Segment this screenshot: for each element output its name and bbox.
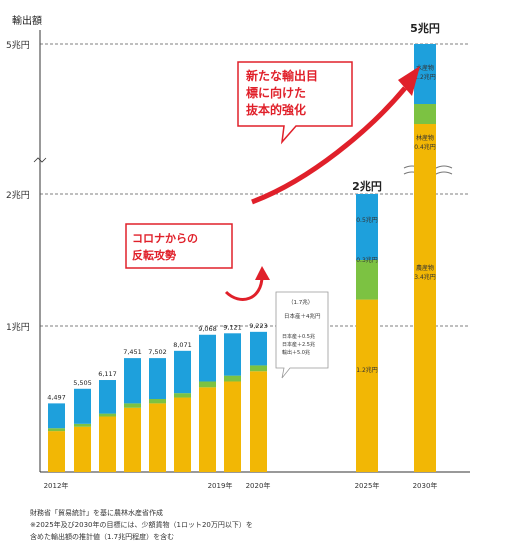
y-tick-label: 1兆円 [6, 322, 30, 333]
bar-segment [149, 399, 166, 404]
segment-value-2030: 3.4兆円 [414, 273, 436, 281]
y-axis-break-mark [33, 157, 47, 163]
y-tick-label: 2兆円 [6, 190, 30, 201]
bar-segment [48, 431, 65, 472]
callout-corona-line-2: 反転攻勢 [132, 248, 176, 262]
bar-segment [99, 413, 116, 417]
bar-segment [174, 393, 191, 398]
bar-value-label: 9,121 [223, 323, 242, 331]
bar-segment [74, 388, 91, 424]
x-tick-label: 2012年 [44, 481, 69, 490]
bar-segment [99, 416, 116, 472]
bar-segment [250, 365, 267, 372]
bar-segment [356, 260, 378, 300]
segment-name-2030: 農産物 [416, 264, 434, 272]
x-tick-label: 2025年 [355, 481, 380, 490]
callout-top-line-3: 抜本的強化 [246, 102, 306, 117]
info-box: （1.7兆） 日本産＋4兆円 日本産＋0.5兆 日本産＋2.5兆 輸出＋5.0兆 [275, 291, 329, 379]
info-box-line-5: 輸出＋5.0兆 [282, 349, 310, 356]
footnote-2: ※2025年及び2030年の目標には、少額貨物（1ロット20万円以下）を [30, 521, 253, 529]
bar-segment [124, 407, 141, 472]
bar-segment [356, 299, 378, 472]
target-label-2025: 2兆円 [352, 179, 382, 193]
target-label-2030: 5兆円 [410, 21, 440, 35]
y-tick-label: 5兆円 [6, 40, 30, 51]
bar-segment [356, 194, 378, 260]
bar-value-label: 4,497 [47, 393, 66, 401]
bar-value-label: 8,071 [173, 341, 192, 349]
segment-value-2030: 0.4兆円 [414, 143, 436, 151]
bar-segment [199, 334, 216, 382]
segment-label-2025: 1.2兆円 [356, 366, 378, 374]
bar-segment [174, 397, 191, 472]
bar-segment [250, 371, 267, 472]
bar-segment [250, 331, 267, 366]
segment-name-2030: 林産物 [416, 134, 434, 142]
footnote-1: 財務省「貿易統計」を基に農林水産省作成 [30, 509, 163, 517]
bar-segment [224, 375, 241, 382]
callout-top-line-2: 標に向けた [246, 85, 306, 100]
rebound-arrow [224, 266, 270, 301]
bar-segment [124, 358, 141, 404]
bar-segment [149, 358, 166, 399]
bar-segment [174, 350, 191, 394]
x-tick-label: 2030年 [413, 481, 438, 490]
callout-corona: コロナからの 反転攻勢 [125, 223, 233, 269]
bar-segment [224, 333, 241, 376]
y-axis-unit-label: 輸出額 [12, 14, 42, 27]
bar-segment [48, 428, 65, 432]
segment-label-2025: 0.5兆円 [356, 216, 378, 224]
labels-group: 4,497 5,505 6,117 7,451 7,502 8,071 9,068 9,121… [44, 21, 440, 490]
bar-value-label: 9,223 [249, 322, 268, 330]
bar-segment [124, 403, 141, 408]
bars-group [48, 44, 436, 472]
bar-value-label: 7,451 [123, 348, 142, 356]
segment-name-2030: 水産物 [416, 64, 434, 72]
callout-top: 新たな輸出目 標に向けた 抜本的強化 [237, 61, 353, 145]
x-tick-label: 2019年 [208, 481, 233, 490]
callout-corona-line-1: コロナからの [132, 232, 198, 245]
growth-arrow [251, 66, 420, 205]
bar-segment [414, 104, 436, 124]
segment-label-2025: 0.3兆円 [356, 256, 378, 264]
bar-segment [149, 403, 166, 472]
bar-segment [74, 423, 91, 427]
callout-top-line-1: 新たな輸出目 [246, 68, 318, 83]
bar-value-label: 5,505 [73, 379, 92, 387]
bar-segment [199, 381, 216, 388]
bar-segment [414, 124, 436, 472]
footnote-3: 含めた輸出額の推計値（1.7兆円程度）を含む [30, 533, 175, 541]
bar-segment [224, 381, 241, 472]
bar-segment [48, 403, 65, 429]
bar-value-label: 7,502 [148, 348, 167, 356]
segment-value-2030: 1.2兆円 [414, 73, 436, 81]
bar-segment [99, 380, 116, 414]
bar-segment [74, 426, 91, 472]
info-box-line-4: 日本産＋2.5兆 [282, 341, 315, 348]
info-box-line-1: （1.7兆） [288, 298, 313, 306]
info-box-line-2: 日本産＋4兆円 [284, 312, 321, 320]
bar-segment [414, 44, 436, 104]
bar-value-label: 9,068 [198, 325, 217, 333]
x-tick-label: 2020年 [246, 481, 271, 490]
info-box-line-3: 日本産＋0.5兆 [282, 333, 315, 340]
bar-segment [199, 387, 216, 472]
bar-value-label: 6,117 [98, 370, 117, 378]
